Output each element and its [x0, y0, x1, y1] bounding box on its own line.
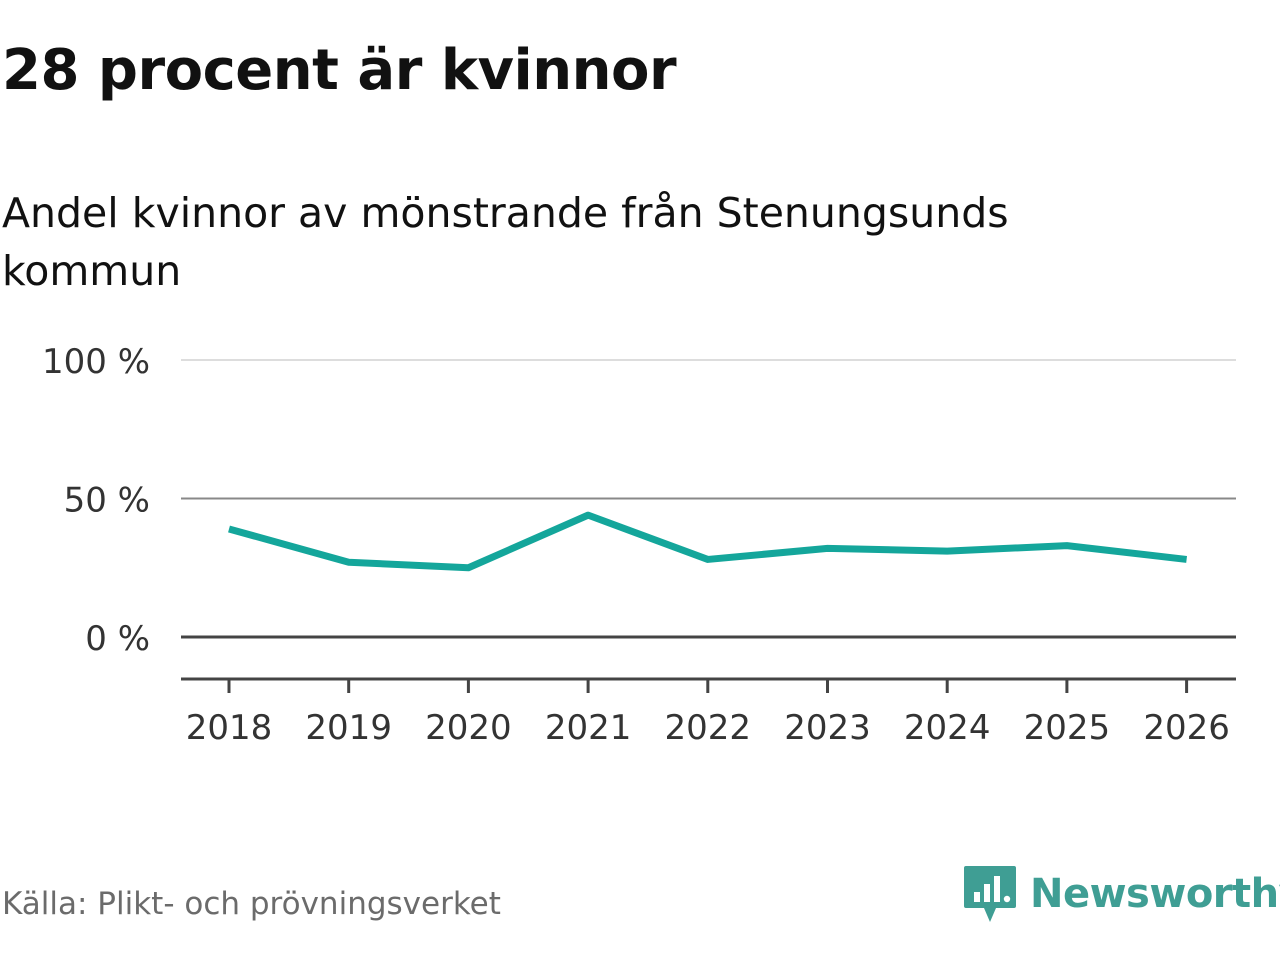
x-tick-label-2023: 2023 — [784, 708, 871, 748]
x-tick-label-2024: 2024 — [904, 708, 991, 748]
x-tick-label-2025: 2025 — [1024, 708, 1111, 748]
x-tick-label-2022: 2022 — [665, 708, 752, 748]
brand-name: Newsworthy — [1030, 871, 1280, 917]
x-tick-label-2018: 2018 — [186, 708, 273, 748]
source-note: Källa: Plikt- och prövningsverket — [2, 886, 501, 922]
x-tick-label-2021: 2021 — [545, 708, 632, 748]
brand-logo: Newsworthy — [962, 864, 1280, 924]
series-line-0 — [228, 511, 1188, 572]
newsworthy-bar-chart-icon — [964, 866, 1016, 922]
chart-title: 28 procent är kvinnor — [2, 38, 677, 103]
y-tick-label-0: 0 % — [85, 619, 150, 659]
x-tick-label-2020: 2020 — [425, 708, 512, 748]
x-tick-label-2019: 2019 — [305, 708, 392, 748]
y-tick-label-100: 100 % — [42, 342, 150, 382]
y-tick-label-50: 50 % — [64, 481, 150, 521]
chart-subtitle: Andel kvinnor av mönstrande från Stenung… — [2, 189, 1009, 295]
x-tick-label-2026: 2026 — [1143, 708, 1230, 748]
